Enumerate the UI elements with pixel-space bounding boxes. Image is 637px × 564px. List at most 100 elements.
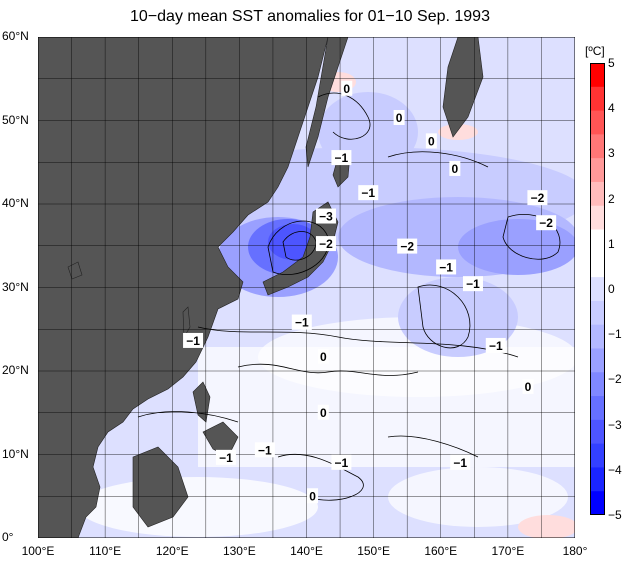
contour-label: 0 [525, 380, 532, 394]
y-tick-label: 10°N [2, 446, 29, 461]
contour-label-bg [397, 238, 418, 254]
contour-label: −2 [319, 237, 333, 251]
contour-label-bg [358, 185, 379, 201]
y-tick-label: 40°N [2, 196, 29, 210]
contour-label: 0 [320, 350, 327, 364]
x-tick-label: 100°E [21, 544, 55, 558]
contour-label-bg [536, 215, 557, 231]
contour-label-bg [527, 190, 548, 206]
y-tick-label: 20°N [2, 363, 29, 377]
colorbar-tick-label: −4 [608, 462, 622, 477]
contour-label-bg [254, 442, 275, 458]
contour-label: 0 [343, 82, 350, 96]
colorbar-segment [590, 253, 605, 278]
colorbar-segment [590, 205, 605, 231]
contour-label-bg [450, 454, 471, 470]
contour-label-bg [449, 160, 461, 176]
x-tick-label: 140°E [290, 544, 323, 558]
map-title: 10−day mean SST anomalies for 01−10 Sep.… [130, 8, 490, 25]
x-tick-label: 130°E [222, 544, 256, 558]
contour-label: −1 [219, 451, 233, 465]
colorbar-segment [590, 300, 605, 326]
colorbar-segment [590, 134, 605, 159]
x-tick-label: 120°E [155, 544, 189, 558]
contour-label-bg [315, 236, 336, 252]
colorbar-segment [590, 443, 605, 468]
contour-label-bg [331, 150, 352, 166]
colorbar-segment [590, 467, 605, 492]
colorbar-segment [590, 181, 605, 207]
contour-label-bg [317, 404, 329, 420]
colorbar-segment [590, 229, 605, 254]
contour-label-bg [341, 80, 353, 96]
contour-label: −1 [439, 260, 453, 274]
contour-label-bg [485, 337, 506, 353]
contour-label-bg [436, 259, 457, 275]
y-tick-label: 50°N [2, 112, 29, 127]
grid-lines [38, 37, 575, 538]
colorbar-segment [590, 491, 605, 515]
colorbar-tick-label: 3 [608, 146, 615, 161]
contour-label: −1 [453, 456, 467, 470]
contour-label: −1 [335, 151, 349, 165]
colorbar-tick-label: −3 [608, 417, 622, 432]
colorbar-tick-label: −5 [608, 508, 622, 522]
contour-label: 0 [309, 489, 316, 503]
contour-label: −1 [335, 456, 349, 470]
y-tick-label: 30°N [2, 279, 29, 294]
contour-label-bg [522, 378, 534, 394]
colorbar-segment [590, 348, 605, 373]
contour-labels: 0 0 0 0 −1 −1 −3 −2 −2 −1 −1 −2 −2 −1 −1 −1 0 0 0 −1 −1 −1 −1 0 [183, 80, 557, 504]
x-tick-label: 150°E [357, 544, 391, 558]
contour-label: 0 [320, 406, 327, 420]
colorbar-segment [590, 63, 605, 88]
colorbar-segment [590, 158, 605, 183]
colorbar-segment [590, 110, 605, 135]
contour-label: −2 [400, 240, 414, 254]
contour-label-bg [215, 449, 236, 465]
colorbar [590, 63, 605, 515]
colorbar-border [590, 63, 605, 515]
x-tick-label: 180° [562, 544, 588, 558]
contour-label: −1 [489, 339, 503, 353]
contour-label-bg [393, 109, 405, 125]
contour-label: 0 [396, 111, 403, 125]
colorbar-tick-label: −2 [608, 372, 622, 387]
contour-label: −3 [319, 210, 333, 224]
colorbar-segment [590, 372, 605, 397]
contour-label: −2 [531, 191, 545, 205]
contour-label: −1 [466, 277, 480, 291]
x-tick-label: 170°E [491, 544, 525, 558]
colorbar-tick-label: 2 [608, 191, 615, 206]
y-tick-label: 60°N [2, 29, 29, 43]
contour-label: −1 [361, 186, 375, 200]
contour-label-bg [462, 276, 483, 292]
colorbar-tick-label: 4 [608, 101, 615, 116]
x-tick-label: 160°E [424, 544, 458, 558]
contour-label-bg [425, 133, 437, 149]
colorbar-tick-label: −1 [608, 327, 622, 342]
x-tick-label: 110°E [89, 544, 122, 558]
colorbar-segment [590, 86, 605, 112]
contour-label-bg [331, 454, 352, 470]
colorbar-tick-label: 5 [608, 56, 615, 70]
contour-label: −2 [539, 216, 553, 230]
colorbar-segment [590, 324, 605, 349]
contour-label-bg [183, 332, 204, 348]
colorbar-unit: [ºC] [585, 44, 605, 58]
contour-label-bg [315, 208, 336, 224]
contour-label-bg [307, 488, 319, 504]
colorbar-segment [590, 419, 605, 445]
contour-label: −1 [295, 316, 309, 330]
contour-label: 0 [452, 162, 459, 176]
colorbar-tick-label: 0 [608, 282, 615, 296]
colorbar-tick-label: 1 [608, 236, 615, 251]
sst-anomaly-map: 0 0 0 0 −1 −1 −3 −2 −2 −1 −1 −2 −2 −1 −1 −1 0 0 0 −1 −1 −1 −1 0 [38, 37, 575, 538]
colorbar-segment [590, 277, 605, 302]
contour-label-bg [291, 314, 312, 330]
contour-label: 0 [428, 134, 435, 148]
contour-label-bg [317, 348, 329, 364]
y-tick-label: 0° [2, 530, 14, 544]
colorbar-segment [590, 396, 605, 421]
contour-label: −1 [186, 334, 200, 348]
